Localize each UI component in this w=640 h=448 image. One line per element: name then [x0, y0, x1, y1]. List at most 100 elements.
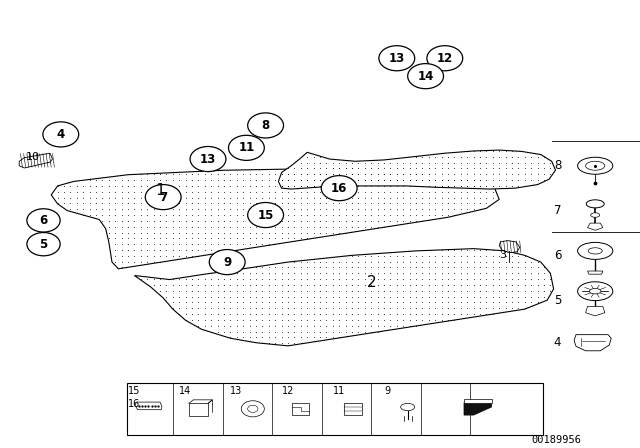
Point — [264, 310, 274, 318]
Point — [142, 235, 152, 242]
Point — [443, 276, 453, 283]
Point — [481, 194, 492, 201]
Point — [385, 287, 396, 294]
Point — [238, 194, 248, 201]
Point — [443, 281, 453, 289]
Ellipse shape — [591, 213, 600, 217]
Point — [129, 235, 140, 242]
Point — [219, 241, 229, 248]
Point — [340, 310, 351, 318]
Point — [360, 287, 370, 294]
Point — [264, 235, 274, 242]
Point — [200, 276, 210, 283]
Point — [264, 334, 274, 341]
Point — [417, 211, 428, 219]
Point — [539, 165, 549, 172]
Point — [456, 177, 466, 184]
Point — [276, 223, 287, 230]
Point — [289, 310, 300, 318]
Point — [360, 177, 370, 184]
Point — [283, 340, 293, 347]
Point — [174, 246, 184, 254]
Point — [296, 206, 306, 213]
Point — [340, 270, 351, 277]
Point — [443, 206, 453, 213]
Point — [289, 287, 300, 294]
Point — [97, 177, 108, 184]
Point — [232, 276, 242, 283]
Point — [155, 188, 165, 195]
Point — [321, 159, 332, 166]
Point — [500, 182, 511, 190]
Point — [372, 305, 383, 312]
Point — [334, 165, 344, 172]
Point — [251, 334, 261, 341]
Point — [328, 322, 338, 329]
Point — [276, 264, 287, 271]
Point — [187, 217, 197, 224]
Point — [225, 287, 236, 294]
Point — [334, 334, 344, 341]
Point — [372, 293, 383, 300]
Point — [251, 270, 261, 277]
Point — [353, 258, 364, 265]
Point — [532, 281, 543, 289]
Bar — [127, 383, 543, 435]
Point — [456, 310, 466, 318]
Point — [532, 258, 543, 265]
Point — [340, 305, 351, 312]
Point — [155, 258, 165, 265]
Point — [398, 305, 408, 312]
Point — [500, 153, 511, 160]
Point — [449, 171, 460, 178]
Point — [424, 182, 434, 190]
Point — [153, 402, 163, 409]
Point — [270, 310, 280, 318]
Text: 5: 5 — [40, 237, 47, 251]
Point — [270, 217, 280, 224]
Point — [456, 165, 466, 172]
Point — [238, 211, 248, 219]
Point — [161, 211, 172, 219]
Point — [225, 270, 236, 277]
Point — [296, 281, 306, 289]
Point — [270, 235, 280, 242]
Point — [257, 177, 268, 184]
Point — [328, 165, 338, 172]
Point — [424, 177, 434, 184]
Point — [174, 182, 184, 190]
Point — [193, 206, 204, 213]
Point — [219, 281, 229, 289]
Point — [206, 241, 216, 248]
Point — [436, 258, 447, 265]
Point — [404, 270, 415, 277]
Point — [398, 171, 408, 178]
Point — [430, 200, 440, 207]
Point — [251, 264, 261, 271]
Polygon shape — [574, 335, 611, 351]
Point — [340, 223, 351, 230]
Point — [449, 310, 460, 318]
Point — [142, 200, 152, 207]
Point — [257, 328, 268, 335]
Circle shape — [228, 135, 264, 160]
Point — [206, 188, 216, 195]
Point — [232, 206, 242, 213]
Point — [193, 200, 204, 207]
Point — [308, 310, 319, 318]
Point — [129, 182, 140, 190]
Point — [296, 165, 306, 172]
Point — [296, 299, 306, 306]
Point — [206, 211, 216, 219]
Point — [468, 171, 479, 178]
Point — [334, 310, 344, 318]
Point — [168, 223, 178, 230]
Point — [404, 171, 415, 178]
Point — [417, 171, 428, 178]
Point — [289, 171, 300, 178]
Point — [289, 200, 300, 207]
Point — [206, 194, 216, 201]
Point — [180, 287, 191, 294]
Point — [110, 188, 120, 195]
Polygon shape — [464, 399, 492, 402]
